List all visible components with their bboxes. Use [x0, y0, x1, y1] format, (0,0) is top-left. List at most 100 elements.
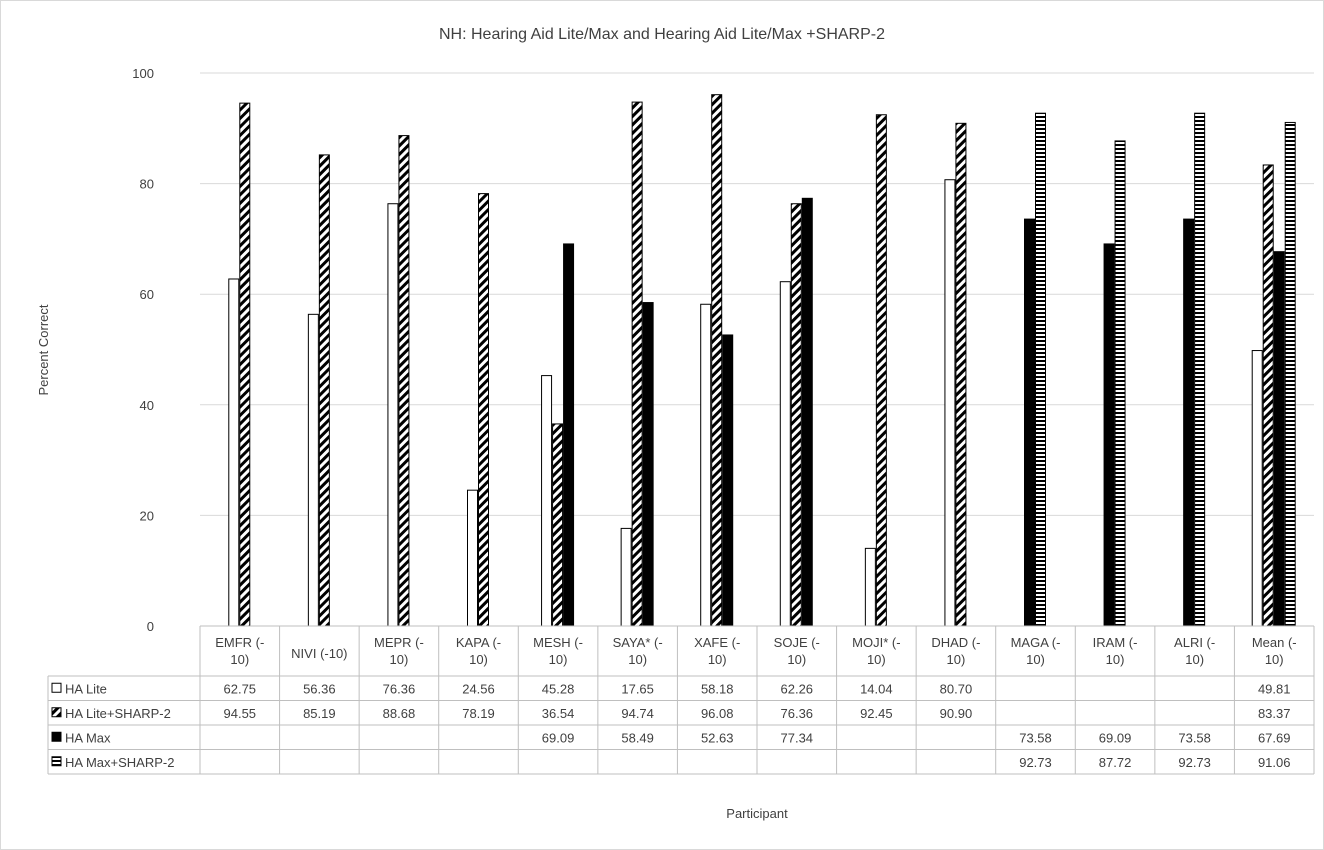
legend-key — [51, 731, 62, 742]
bar — [478, 193, 489, 627]
bar — [620, 527, 632, 627]
data-label: 62.26 — [781, 681, 814, 696]
data-label: 17.65 — [621, 681, 654, 696]
bar — [955, 122, 967, 627]
x-tick-label: ALRI (- — [1174, 635, 1215, 650]
bar — [642, 302, 654, 627]
bar — [307, 313, 319, 627]
y-tick-label: 0 — [147, 619, 154, 634]
gridlines — [200, 72, 1314, 516]
data-table: EMFR (- 10) NIVI (-10) MEPR (- 10) KAPA (- 10)… — [47, 626, 1315, 775]
bar — [1114, 140, 1126, 627]
data-label: 96.08 — [701, 706, 734, 721]
x-tick-label: NIVI (-10) — [291, 646, 347, 661]
bar — [541, 375, 553, 627]
data-label: 87.72 — [1099, 755, 1132, 770]
bar — [790, 203, 802, 627]
x-tick-label: DHAD (- — [931, 635, 980, 650]
data-label: 80.70 — [940, 681, 973, 696]
data-label: 83.37 — [1258, 706, 1291, 721]
bar — [722, 334, 734, 627]
legend-key — [51, 707, 62, 718]
data-label: 88.68 — [383, 706, 416, 721]
y-tick-label: 80 — [140, 177, 154, 192]
x-tick-label: KAPA (- — [456, 635, 501, 650]
bar — [801, 197, 813, 627]
bar — [467, 489, 478, 627]
data-label: 62.75 — [224, 681, 257, 696]
data-label: 91.06 — [1258, 755, 1291, 770]
bar — [1251, 350, 1263, 627]
data-label: 78.19 — [462, 706, 495, 721]
legend-series-name: HA Max+SHARP-2 — [65, 755, 174, 770]
data-label: 76.36 — [781, 706, 814, 721]
data-label: 73.58 — [1178, 730, 1211, 745]
y-axis-label: Percent Correct — [36, 304, 51, 395]
x-tick-label: XAFE (- — [694, 635, 740, 650]
x-tick-label: 10) — [230, 652, 249, 667]
bar — [1284, 121, 1296, 627]
bar — [552, 423, 564, 627]
x-tick-label: MEPR (- — [374, 635, 424, 650]
data-label: 67.69 — [1258, 730, 1291, 745]
bar — [1262, 164, 1274, 627]
bar — [228, 278, 240, 627]
y-tick-label: 60 — [140, 287, 154, 302]
legend-key — [51, 682, 62, 693]
legend-series-name: HA Max — [65, 730, 111, 745]
x-tick-label: 10) — [549, 652, 568, 667]
data-label: 24.56 — [462, 681, 495, 696]
x-tick-label: 10) — [708, 652, 727, 667]
x-axis-label: Participant — [726, 806, 788, 821]
bar — [1183, 218, 1195, 627]
data-label: 14.04 — [860, 681, 893, 696]
x-tick-label: 10) — [867, 652, 886, 667]
x-tick-label: 10) — [1265, 652, 1284, 667]
bar — [1024, 218, 1035, 627]
y-tick-labels: 0 20 40 60 80 100 — [132, 66, 154, 634]
x-tick-label: 10) — [787, 652, 806, 667]
x-tick-label: 10) — [1106, 652, 1125, 667]
bar — [1035, 112, 1046, 627]
x-tick-label: MAGA (- — [1011, 635, 1061, 650]
legend-series-name: HA Lite+SHARP-2 — [65, 706, 171, 721]
data-label: 56.36 — [303, 681, 336, 696]
data-label: 85.19 — [303, 706, 336, 721]
data-label: 77.34 — [781, 730, 814, 745]
bar — [1273, 251, 1285, 627]
y-tick-label: 40 — [140, 398, 154, 413]
legend-series-name: HA Lite — [65, 681, 107, 696]
x-tick-label: 10) — [1026, 652, 1045, 667]
bar — [563, 243, 575, 627]
bars — [200, 94, 1314, 627]
bar — [1194, 112, 1206, 627]
data-label: 76.36 — [383, 681, 416, 696]
x-tick-label: 10) — [390, 652, 409, 667]
x-tick-label: 10) — [469, 652, 488, 667]
data-label: 45.28 — [542, 681, 575, 696]
x-tick-label: SAYA* (- — [613, 635, 663, 650]
data-label: 92.45 — [860, 706, 893, 721]
data-label: 58.49 — [621, 730, 654, 745]
y-tick-label: 20 — [140, 508, 154, 523]
x-tick-label: EMFR (- — [215, 635, 264, 650]
bar — [387, 203, 399, 627]
bar — [398, 135, 410, 627]
data-label: 92.73 — [1019, 755, 1052, 770]
x-tick-label: MOJI* (- — [852, 635, 900, 650]
x-tick-label: 10) — [1185, 652, 1204, 667]
data-label: 92.73 — [1178, 755, 1211, 770]
bar — [318, 154, 330, 627]
y-tick-label: 100 — [132, 66, 154, 81]
bar — [631, 101, 643, 627]
data-label: 36.54 — [542, 706, 575, 721]
bar — [1103, 243, 1115, 627]
bar — [779, 281, 791, 627]
x-tick-label: 10) — [947, 652, 966, 667]
chart-title: NH: Hearing Aid Lite/Max and Hearing Aid… — [439, 26, 885, 43]
x-tick-label: SOJE (- — [774, 635, 820, 650]
bar — [944, 179, 956, 627]
bar — [864, 547, 876, 627]
data-label: 94.55 — [224, 706, 257, 721]
